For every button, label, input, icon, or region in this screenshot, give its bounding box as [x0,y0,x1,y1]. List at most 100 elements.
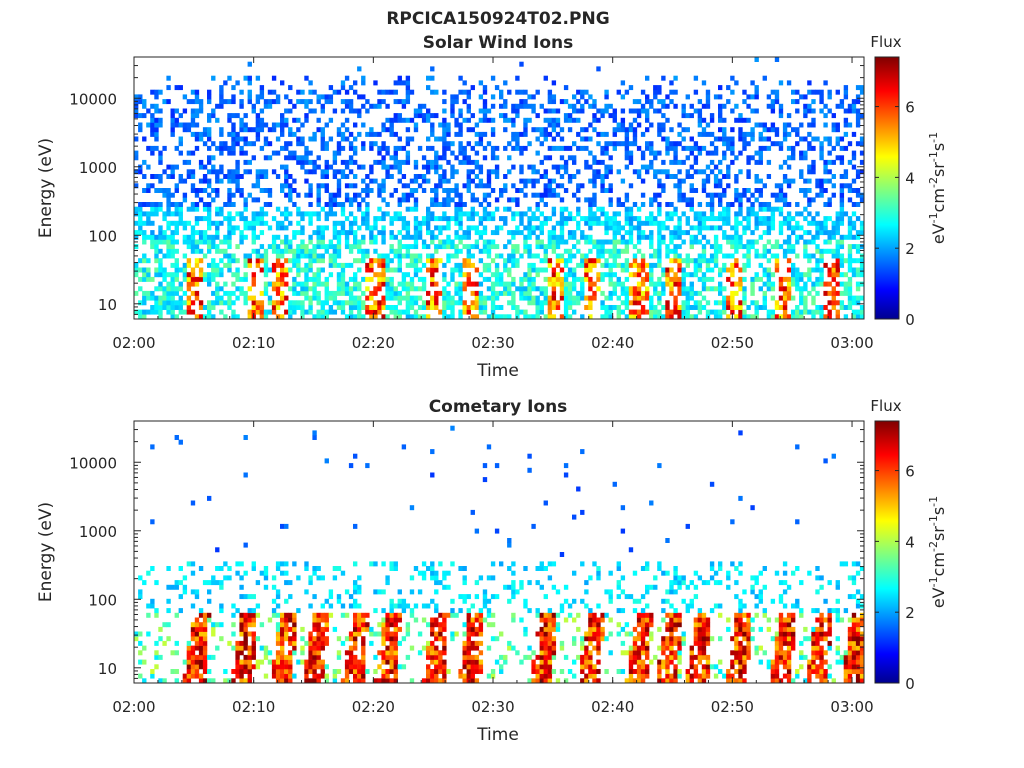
heatmap-cell [280,622,285,628]
heatmap-cell [304,290,309,296]
heatmap-cell [547,188,553,193]
heatmap-cell [596,286,601,292]
heatmap-cell [746,131,751,137]
heatmap-cell [596,117,601,123]
heatmap-cell [653,89,658,95]
heatmap-cell [450,99,455,105]
heatmap-cell [251,141,256,147]
heatmap-cell [673,145,678,151]
heatmap-cell [150,117,155,123]
heatmap-cell [713,248,719,254]
heatmap-cell [466,169,471,175]
heatmap-cell [304,659,309,665]
heatmap-cell [823,164,828,170]
heatmap-cell [344,136,350,142]
heatmap-cell [669,141,674,147]
heatmap-cell [450,197,455,203]
heatmap-cell [308,216,313,222]
heatmap-cell [365,267,370,273]
heatmap-cell [409,206,415,212]
heatmap-cell [389,267,394,273]
heatmap-cell [746,94,751,100]
heatmap-cell [259,645,265,651]
heatmap-cell [300,155,305,161]
heatmap-cell [381,211,386,217]
heatmap-cell [507,253,512,259]
heatmap-cell [361,669,366,674]
heatmap-cell [361,122,366,128]
heatmap-cell [284,122,289,128]
heatmap-cell [198,640,204,646]
heatmap-cell [235,570,240,576]
heatmap-cell [559,234,565,240]
heatmap-cell [559,155,565,161]
heatmap-cell [592,258,597,264]
heatmap-cell [231,290,236,296]
heatmap-cell [555,220,561,226]
heatmap-cell [596,66,601,72]
heatmap-cell [551,281,557,287]
heatmap-cell [259,108,265,114]
heatmap-cell [482,300,488,306]
heatmap-cell [555,272,561,278]
heatmap-cell [377,305,382,310]
heatmap-cell [142,253,147,259]
heatmap-cell [791,225,796,231]
heatmap-cell [328,290,334,296]
heatmap-cell [243,122,248,128]
heatmap-cell [430,122,435,128]
heatmap-cell [190,234,196,240]
heatmap-cell [369,131,374,137]
heatmap-cell [555,145,561,151]
heatmap-cell [742,131,747,137]
heatmap-cell [243,570,248,576]
heatmap-cell [685,272,690,278]
heatmap-cell [397,75,402,81]
heatmap-cell [600,239,605,245]
heatmap-cell [750,230,755,236]
heatmap-cell [843,281,849,287]
heatmap-cell [604,230,609,236]
heatmap-cell [194,108,200,114]
heatmap-cell [673,89,678,95]
heatmap-cell [515,202,520,207]
heatmap-cell [855,281,861,287]
heatmap-cell [713,258,719,264]
heatmap-cell [381,141,386,147]
heatmap-cell [259,258,265,264]
heatmap-cell [807,309,812,315]
heatmap-cell [551,239,557,245]
heatmap-cell [559,220,565,226]
heatmap-cell [713,244,719,250]
heatmap-cell [194,244,200,250]
heatmap-cell [705,150,711,156]
heatmap-cell [819,253,824,259]
heatmap-cell [182,678,188,683]
heatmap-cell [385,267,390,273]
heatmap-cell [174,145,179,151]
heatmap-cell [559,145,565,151]
heatmap-cell [827,150,832,156]
heatmap-cell [620,225,626,231]
heatmap-cell [263,202,269,207]
heatmap-cell [539,305,544,310]
heatmap-cell [438,174,443,179]
heatmap-cell [754,248,759,254]
heatmap-cell [799,94,804,100]
heatmap-cell [588,314,593,319]
heatmap-cell [600,174,605,179]
heatmap-cell [134,206,139,212]
heatmap-cell [697,253,703,259]
heatmap-cell [324,286,329,292]
heatmap-cell [523,295,528,301]
heatmap-cell [669,174,674,179]
heatmap-cell [413,244,419,250]
heatmap-cell [458,286,463,292]
heatmap-cell [170,239,175,245]
heatmap-cell [847,197,853,203]
heatmap-cell [150,305,155,310]
heatmap-cell [316,117,321,123]
heatmap-cell [645,309,650,315]
heatmap-cell [689,290,694,296]
